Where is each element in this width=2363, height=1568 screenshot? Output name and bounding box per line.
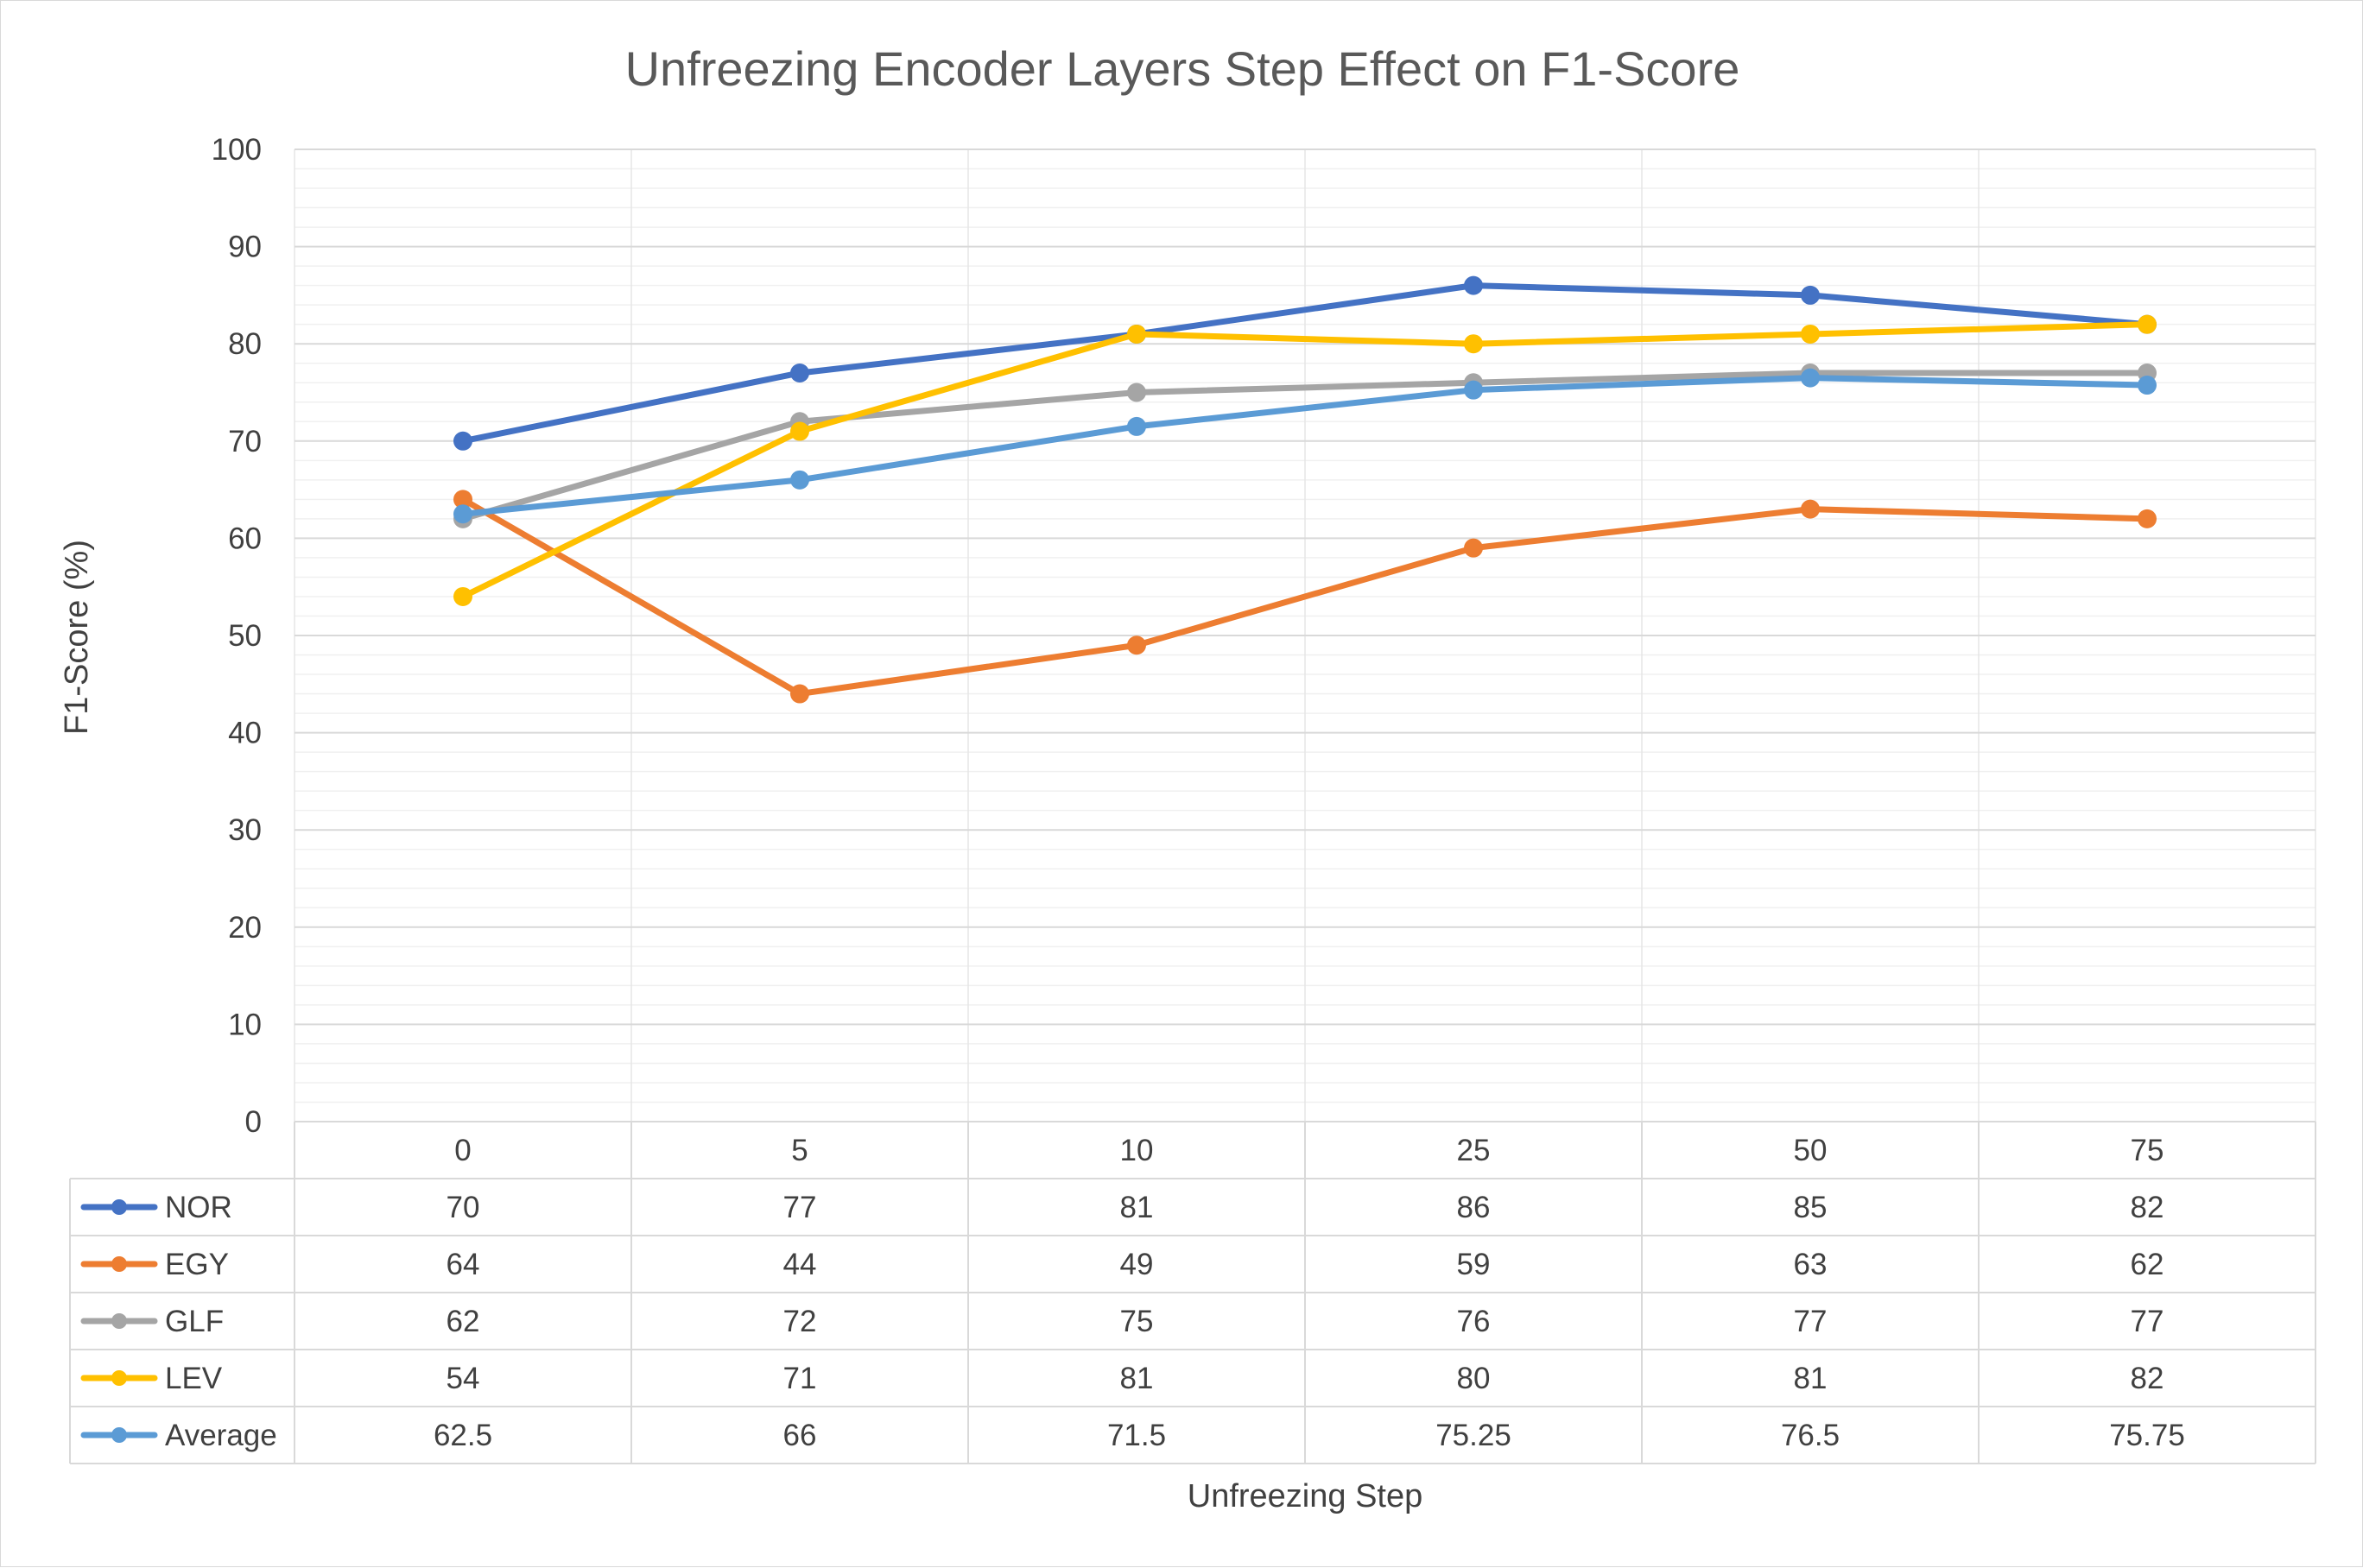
- data-point: [2138, 314, 2157, 334]
- table-cell-value: 80: [1457, 1362, 1491, 1395]
- legend-key-marker: [111, 1256, 127, 1272]
- legend-key-marker: [111, 1370, 127, 1386]
- y-tick-label: 100: [212, 133, 262, 167]
- y-tick-label: 50: [228, 619, 262, 653]
- table-cell-value: 77: [2131, 1305, 2164, 1338]
- legend-label: NOR: [165, 1191, 232, 1224]
- table-cell-value: 64: [447, 1248, 480, 1281]
- data-point: [1127, 383, 1146, 402]
- y-tick-label: 40: [228, 717, 262, 750]
- x-axis-title: Unfreezing Step: [1188, 1478, 1423, 1514]
- data-point: [790, 421, 809, 441]
- table-cell-value: 81: [1120, 1362, 1154, 1395]
- legend-label: LEV: [165, 1362, 223, 1395]
- series-egy: [453, 490, 2157, 704]
- table-cell-value: 62.5: [434, 1419, 492, 1452]
- legend-label: GLF: [165, 1305, 224, 1338]
- data-point: [790, 363, 809, 383]
- table-cell-value: 86: [1457, 1191, 1491, 1224]
- data-point: [2138, 509, 2157, 528]
- table-cell-value: 77: [783, 1191, 817, 1224]
- series-line: [459, 282, 2151, 445]
- table-cell-value: 81: [1120, 1191, 1154, 1224]
- data-point: [2138, 376, 2157, 395]
- table-cell-value: 62: [2131, 1248, 2164, 1281]
- data-point: [1801, 368, 1820, 388]
- table-cell-value: 71: [783, 1362, 817, 1395]
- y-tick-label: 30: [228, 813, 262, 847]
- legend-label: EGY: [165, 1248, 229, 1281]
- data-table: 0 5 10 25 50 75 NOR 70 77 81 86 85 82 EGY 64 44 49 59 63 62…: [69, 1121, 2316, 1464]
- table-cell-value: 81: [1794, 1362, 1828, 1395]
- table-cell-value: 44: [783, 1248, 817, 1281]
- data-point: [453, 586, 472, 606]
- table-cell-value: 77: [1794, 1305, 1828, 1338]
- table-cell-value: 63: [1794, 1248, 1828, 1281]
- series-line: [459, 375, 2151, 517]
- table-cell-value: 85: [1794, 1191, 1828, 1224]
- x-tick-label: 0: [454, 1134, 471, 1167]
- series-line: [459, 496, 2151, 698]
- data-point: [1801, 285, 1820, 305]
- data-point: [1801, 324, 1820, 344]
- table-cell-value: 62: [447, 1305, 480, 1338]
- y-axis-ticks: 0 10 20 30 40 50 60 70 80 90 100: [212, 133, 262, 1139]
- series-average: [453, 368, 2157, 524]
- data-point: [1127, 635, 1146, 655]
- x-tick-label: 50: [1794, 1134, 1828, 1167]
- series-lines: [453, 275, 2157, 704]
- y-tick-label: 10: [228, 1008, 262, 1041]
- chart-title: Unfreezing Encoder Layers Step Effect on…: [625, 41, 1740, 96]
- data-point: [1464, 538, 1483, 558]
- series-line: [459, 370, 2151, 522]
- data-point: [1464, 334, 1483, 354]
- data-point: [1127, 324, 1146, 344]
- y-tick-label: 90: [228, 231, 262, 264]
- data-point: [453, 504, 472, 524]
- data-point: [1464, 275, 1483, 295]
- table-cell-value: 76.5: [1781, 1419, 1840, 1452]
- table-cell-value: 54: [447, 1362, 480, 1395]
- gridlines: [294, 149, 2316, 1122]
- legend-key-marker: [111, 1199, 127, 1215]
- x-tick-label: 25: [1457, 1134, 1491, 1167]
- data-point: [1127, 416, 1146, 436]
- y-tick-label: 80: [228, 327, 262, 361]
- y-tick-label: 60: [228, 522, 262, 555]
- data-point: [790, 470, 809, 490]
- table-cell-value: 71.5: [1107, 1419, 1166, 1452]
- data-point: [1464, 380, 1483, 400]
- table-cell-value: 75: [1120, 1305, 1154, 1338]
- x-tick-label: 10: [1120, 1134, 1154, 1167]
- table-cell-value: 49: [1120, 1248, 1154, 1281]
- table-cell-value: 76: [1457, 1305, 1491, 1338]
- x-tick-label: 5: [791, 1134, 808, 1167]
- y-tick-label: 70: [228, 425, 262, 458]
- legend-key-marker: [111, 1427, 127, 1443]
- table-cell-value: 75.75: [2109, 1419, 2185, 1452]
- data-point: [1801, 499, 1820, 519]
- data-point: [453, 490, 472, 509]
- table-cell-value: 72: [783, 1305, 817, 1338]
- legend-key-marker: [111, 1313, 127, 1329]
- data-point: [453, 431, 472, 451]
- series-lev: [453, 314, 2157, 606]
- table-cell-value: 59: [1457, 1248, 1491, 1281]
- legend-label: Average: [165, 1419, 277, 1452]
- x-tick-label: 75: [2131, 1134, 2164, 1167]
- y-axis-title: F1-Score (%): [59, 540, 95, 735]
- data-point: [790, 684, 809, 704]
- table-cell-value: 75.25: [1435, 1419, 1511, 1452]
- table-cell-value: 82: [2131, 1191, 2164, 1224]
- table-cell-value: 82: [2131, 1362, 2164, 1395]
- series-line: [459, 321, 2151, 600]
- y-tick-label: 0: [245, 1105, 262, 1139]
- table-cell-value: 66: [783, 1419, 817, 1452]
- table-cell-value: 70: [447, 1191, 480, 1224]
- y-tick-label: 20: [228, 911, 262, 945]
